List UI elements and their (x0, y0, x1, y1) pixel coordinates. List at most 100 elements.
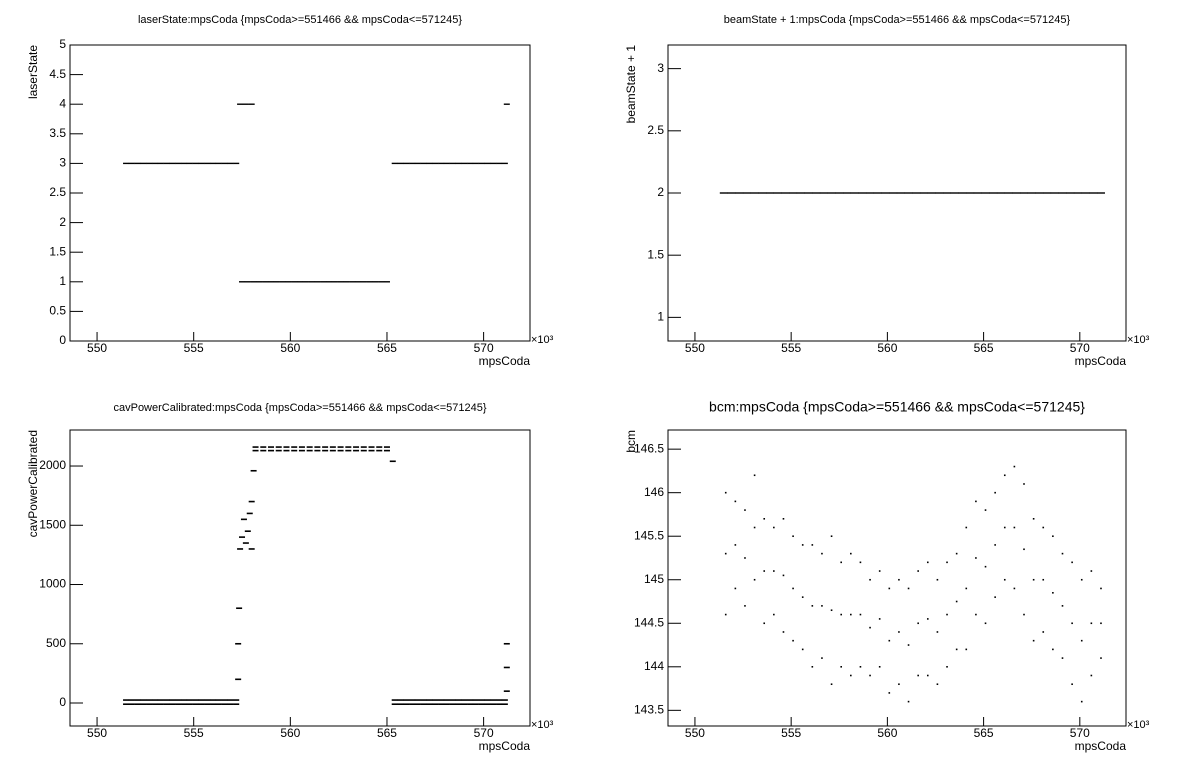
point (246, 512, 253, 515)
point (314, 281, 321, 283)
point (268, 446, 275, 448)
point (773, 192, 782, 194)
point (724, 613, 727, 616)
point (169, 703, 176, 705)
point (291, 449, 298, 452)
point (782, 574, 785, 577)
point (409, 162, 416, 165)
point (804, 192, 813, 194)
point (735, 192, 744, 194)
point (859, 666, 862, 668)
point (782, 518, 785, 520)
x-tick-label: 570 (1070, 726, 1090, 740)
point (1090, 674, 1093, 677)
y-axis-label: beamState + 1 (624, 45, 638, 124)
point (898, 631, 900, 633)
point (1035, 192, 1044, 194)
point (1096, 192, 1105, 194)
point (152, 162, 159, 165)
point (163, 703, 170, 705)
point (320, 281, 327, 283)
point (432, 703, 439, 705)
point (432, 699, 439, 701)
point (128, 162, 135, 165)
point (796, 192, 805, 194)
point (773, 526, 775, 529)
y-axis-label: bcm (624, 430, 638, 453)
point (896, 192, 905, 194)
point (146, 699, 153, 701)
point (917, 674, 919, 677)
point (881, 192, 890, 194)
point (878, 618, 881, 620)
point (850, 552, 852, 555)
point (198, 703, 205, 705)
point (285, 281, 292, 283)
point (898, 578, 900, 581)
point (175, 703, 182, 705)
point (210, 162, 217, 165)
point (181, 699, 188, 701)
point (152, 703, 159, 705)
y-tick-label: 3 (59, 156, 66, 170)
point (233, 699, 240, 701)
point (472, 699, 479, 701)
point (1052, 535, 1054, 538)
point (391, 699, 398, 701)
point (1032, 639, 1035, 642)
point (314, 449, 321, 452)
x-exponent-label: ×10³ (1127, 334, 1150, 346)
point (955, 600, 958, 603)
x-axis-label: mpsCoda (1075, 354, 1127, 368)
point (123, 162, 130, 165)
point (1089, 192, 1098, 194)
point (192, 162, 199, 165)
point (1027, 192, 1036, 194)
point (242, 542, 249, 544)
point (283, 449, 290, 452)
point (753, 526, 756, 529)
point (1100, 587, 1102, 590)
point (273, 281, 280, 283)
point (1071, 561, 1073, 564)
point (503, 642, 510, 645)
point (984, 565, 987, 568)
point (926, 674, 929, 677)
point (260, 449, 267, 452)
point (248, 500, 255, 503)
point (946, 613, 948, 616)
point (449, 162, 456, 165)
point (744, 605, 746, 607)
x-tick-label: 555 (184, 726, 204, 740)
point (235, 678, 242, 681)
point (242, 103, 249, 105)
point (734, 500, 737, 503)
x-exponent-label: ×10³ (531, 719, 554, 731)
point (994, 596, 996, 598)
point (397, 162, 404, 165)
point (157, 699, 164, 701)
point (1013, 526, 1016, 529)
point (337, 446, 344, 448)
point (819, 192, 828, 194)
point (1061, 605, 1064, 607)
x-tick-label: 560 (877, 341, 897, 355)
point (420, 162, 427, 165)
point (169, 162, 176, 165)
point (198, 699, 205, 701)
point (765, 192, 774, 194)
point (926, 561, 929, 564)
point (490, 703, 497, 705)
point (175, 699, 182, 701)
point (414, 699, 421, 701)
point (773, 570, 775, 572)
point (438, 703, 445, 705)
point (878, 666, 881, 668)
point (719, 192, 728, 194)
point (490, 699, 497, 701)
point (376, 446, 383, 448)
x-tick-label: 565 (974, 341, 994, 355)
point (275, 449, 282, 452)
y-tick-label: 144.5 (634, 615, 664, 629)
